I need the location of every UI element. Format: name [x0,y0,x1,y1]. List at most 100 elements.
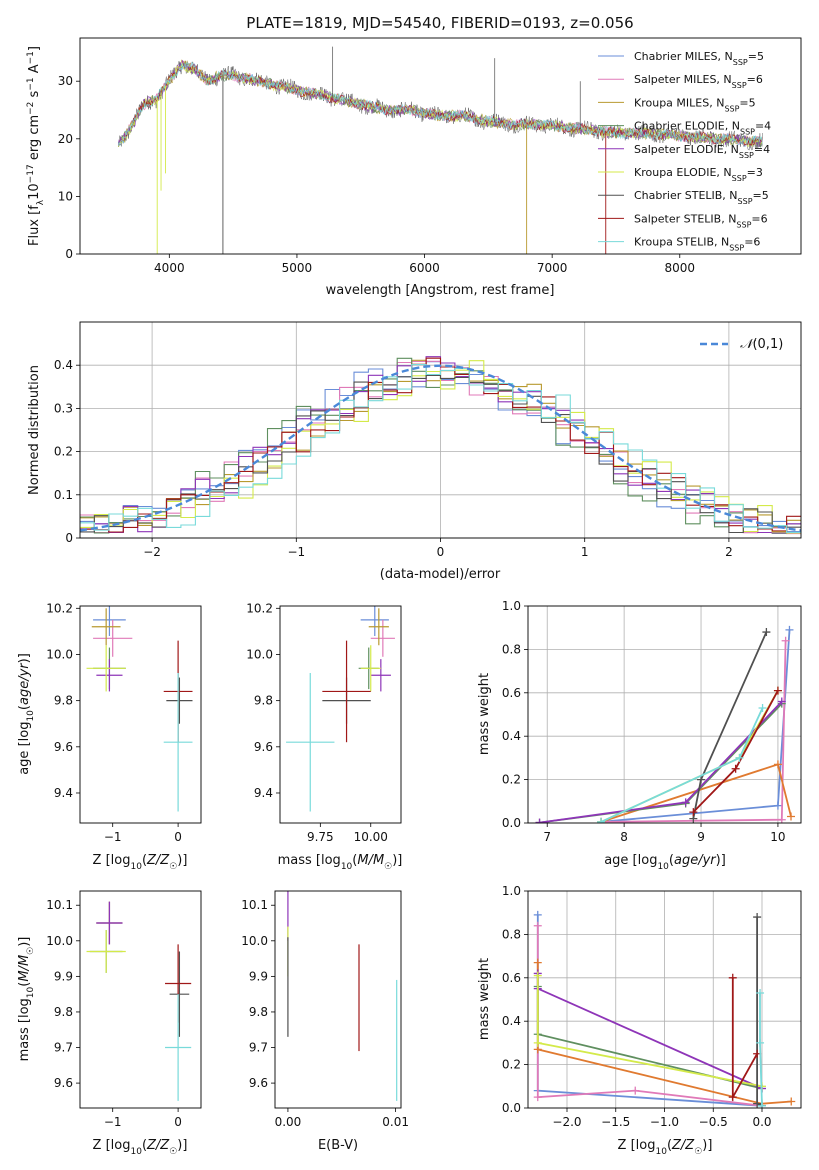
massweight-vs-Z-line-salpeter_stelib [731,977,758,1101]
spectrum-y-axis-label-part: −17 [26,164,36,183]
massweight-vs-age-marker-salpeter_elodie [777,697,786,706]
mass-vs-ebv-y-tick-label: 9.7 [249,1041,268,1055]
age-vs-mass-y-tick-label: 9.4 [254,786,273,800]
spectrum-y-axis-label-part: −2 [26,102,36,115]
spectrum-y-axis-label-part: Flux [f [27,205,42,246]
massweight-vs-Z-line-kroupa_elodie [536,975,763,1088]
spectrum-y-axis-label-part: erg cm [27,115,42,164]
legend-label-sub: SSP [732,81,747,90]
legend-label-text: =6 [751,212,767,225]
massweight-vs-Z-y-tick-label: 1.0 [502,884,521,898]
legend-label-salpeter_elodie: Salpeter ELODIE, NSSP=4 [634,143,770,160]
age-vs-mass-x-axis-label-part: mass [log [278,853,341,868]
age-vs-mass-x-axis-label: mass [log10(M/M☉)] [278,853,403,872]
histogram-x-tick-label: 1 [581,545,589,559]
massweight-vs-Z-marker-kroupa_stelib [756,988,765,997]
mass-vs-Z-y-axis-label-part: M/M [17,955,32,982]
mass-vs-Z-y-tick-label: 9.6 [54,1076,73,1090]
legend-label-salpeter_stelib: Salpeter STELIB, NSSP=6 [634,212,768,229]
mass-vs-Z-y-axis-label-part: 10 [26,986,36,998]
spectrum-y-axis-label-part: A [27,64,42,77]
massweight-vs-Z-y-tick-label: 0.6 [502,971,521,985]
age-vs-Z-y-axis-label-part: )] [17,653,32,663]
histogram-plot-area [80,356,801,535]
mass-vs-ebv-x-tick-label: 0.01 [382,1115,409,1129]
massweight-vs-Z-y-tick-label: 0.2 [502,1058,521,1072]
legend-label-text: =6 [747,73,763,86]
age-vs-mass-x-tick-label: 10.00 [354,830,388,844]
spectrum-frame [79,37,802,255]
mass-vs-Z-x-axis-label-part: )] [177,1138,187,1153]
massweight-vs-age-y-axis-label: mass weight [477,673,492,755]
legend-label-text: Chabrier STELIB, N [634,189,738,202]
spectrum-x-tick-label: 7000 [537,261,568,275]
massweight-vs-age-line-salpeter_elodie [539,700,783,823]
legend-label-sub: SSP [724,104,739,113]
legend-label-kroupa_elodie: Kroupa ELODIE, NSSP=3 [634,166,763,183]
age-vs-mass-panel: 9.75 10.00 9.4 9.6 9.8 10.0 10.2 mass [log10(M/… [246,601,402,872]
age-vs-mass-x-tick-label: 9.75 [307,830,334,844]
legend-label-text: Salpeter MILES, N [634,73,732,86]
age-vs-Z-frame [79,605,202,824]
mass-vs-Z-y-tick-label: 9.9 [54,969,73,983]
spectrum-x-tick-label: 6000 [409,261,440,275]
histogram-step-kroupa_stelib [80,363,801,533]
massweight-vs-age-marker-orange [773,760,782,769]
mass-vs-ebv-y-tick-label: 10.1 [241,898,268,912]
spectrum-y-axis-label-part: λ [36,199,46,205]
massweight-vs-Z-marker-chabrier_stelib [753,1099,762,1108]
histogram-x-axis-label: (data-model)/error [380,567,501,582]
histogram-x-tick-label: 0 [437,545,445,559]
age-vs-Z-x-axis-label-part: Z [log [93,853,131,868]
massweight-vs-age-x-axis-label-part: 10 [657,862,669,872]
legend-label-text: Kroupa ELODIE, N [634,166,732,179]
normal-legend-label-args: (0,1) [752,337,783,352]
histogram-y-axis-label: Normed distribution [27,365,42,495]
massweight-vs-age-marker-salpeter_stelib [773,686,782,695]
massweight-vs-age-y-tick-label: 0.4 [502,729,521,743]
mass-vs-Z-panel: −1 09.69.79.89.910.010.1Z [log10(Z/Z☉)]ma… [17,890,202,1157]
legend-label-text: =4 [755,120,771,133]
age-vs-Z-y-axis-label-part: ( [17,705,32,710]
legend-label-text: Kroupa MILES, N [634,96,724,109]
normal-legend-label: 𝒩(0,1) [740,337,783,352]
spectrum-y-axis-label-part: s [27,90,42,101]
massweight-vs-age-x-tick-label: 8 [620,830,628,844]
histogram-y-tick-label: 0.3 [54,401,73,415]
legend-label-text: =5 [739,96,755,109]
age-vs-Z-y-tick-label: 10.0 [46,647,73,661]
age-vs-mass-y-tick-label: 9.6 [254,740,273,754]
age-vs-Z-x-tick-label: −1 [104,830,122,844]
spectrum-x-axis-label: wavelength [Angstrom, rest frame] [326,283,555,298]
mass-vs-ebv-y-tick-label: 9.6 [249,1076,268,1090]
mass-vs-Z-y-axis-label: mass [log10(M/M☉)] [17,937,36,1062]
histogram-step-salpeter_stelib [80,357,801,533]
histogram-y-tick-label: 0.4 [54,358,73,372]
massweight-vs-age-marker-orange [787,812,796,821]
massweight-vs-Z-marker-orange [787,1097,796,1106]
mass-vs-Z-y-axis-label-part: mass [log [17,998,32,1061]
age-vs-mass-plot-area [286,606,395,812]
spectrum-x-tick-label: 5000 [282,261,313,275]
age-vs-mass-y-tick-label: 10.0 [246,647,273,661]
spectrum-y-tick-label: 20 [58,132,73,146]
massweight-vs-age-plot-area [535,625,796,823]
age-vs-Z-x-axis-label-part: Z/Z [146,853,170,868]
age-vs-Z-x-axis-label-part: ☉ [169,862,177,872]
legend-label-text: =6 [744,236,760,249]
age-vs-mass-x-axis-label-part: M/M [357,853,384,868]
age-vs-Z-x-tick-label: 0 [174,830,182,844]
legend-label-text: =5 [748,50,764,63]
massweight-vs-Z-x-axis-label-part: 10 [655,1147,667,1157]
massweight-vs-Z-x-axis-label: Z [log10(Z/Z☉)] [618,1138,713,1157]
mass-vs-Z-x-tick-label: 0 [174,1115,182,1129]
spectrum-y-tick-label: 0 [65,247,73,261]
massweight-vs-age-marker-chabrier_miles [773,801,782,810]
age-vs-mass-y-tick-label: 9.8 [254,694,273,708]
massweight-vs-Z-x-axis-label-part: Z [log [618,1138,656,1153]
mass-vs-ebv-y-tick-label: 10.0 [241,934,268,948]
massweight-vs-Z-panel: −2.0 −1.5 −1.0 −0.5 0.0 0.0 0.2 0.4 0.6 0.8 1.0 Z [… [477,884,802,1157]
massweight-vs-age-marker-salpeter_miles [781,636,790,645]
massweight-vs-Z-marker-kroupa_stelib [758,1101,766,1108]
